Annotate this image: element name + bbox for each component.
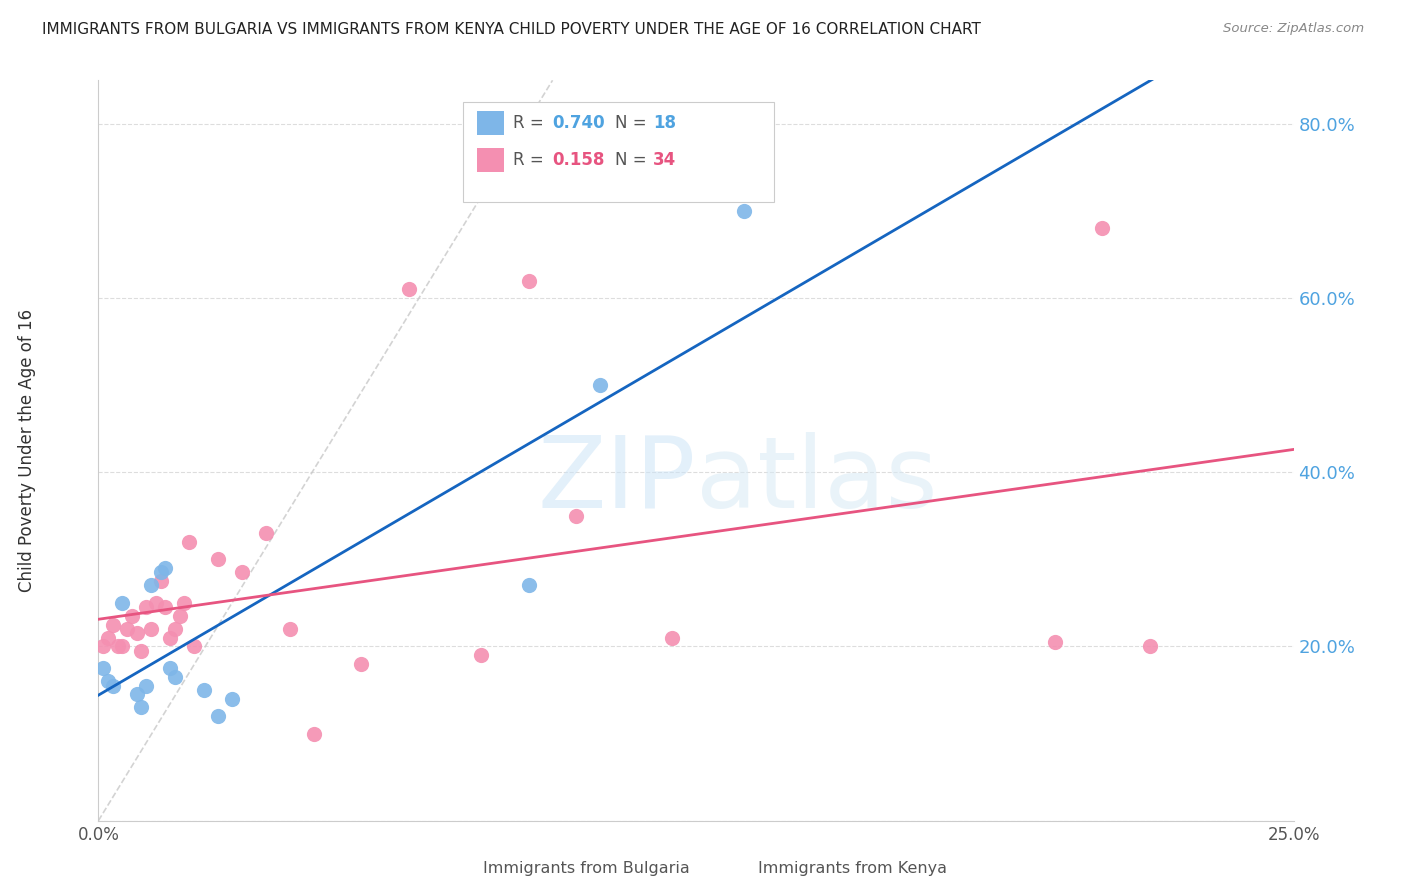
Point xyxy=(398,282,420,296)
Point xyxy=(107,640,129,654)
Text: IMMIGRANTS FROM BULGARIA VS IMMIGRANTS FROM KENYA CHILD POVERTY UNDER THE AGE OF: IMMIGRANTS FROM BULGARIA VS IMMIGRANTS F… xyxy=(42,22,981,37)
Point xyxy=(159,661,181,675)
Point xyxy=(278,622,301,636)
Point xyxy=(149,566,172,580)
Point xyxy=(155,600,177,615)
Point xyxy=(159,631,181,645)
Point xyxy=(517,274,540,288)
Point xyxy=(155,561,177,575)
Point xyxy=(131,644,153,658)
Point xyxy=(1139,640,1161,654)
Text: 34: 34 xyxy=(652,152,676,169)
Point xyxy=(131,700,153,714)
Point xyxy=(121,609,143,624)
Point xyxy=(163,670,186,684)
Text: Immigrants from Bulgaria: Immigrants from Bulgaria xyxy=(484,862,690,876)
Point xyxy=(125,626,148,640)
Point xyxy=(139,578,162,592)
Point xyxy=(1043,635,1066,649)
Point xyxy=(97,674,120,689)
Point xyxy=(733,203,755,218)
Point xyxy=(97,631,120,645)
FancyBboxPatch shape xyxy=(725,859,752,880)
Point xyxy=(179,535,201,549)
Point xyxy=(254,526,277,541)
Point xyxy=(517,578,540,592)
Y-axis label: Child Poverty Under the Age of 16: Child Poverty Under the Age of 16 xyxy=(18,309,37,592)
Point xyxy=(661,631,683,645)
Point xyxy=(125,687,148,701)
Text: ZIP: ZIP xyxy=(537,432,696,529)
Point xyxy=(91,661,114,675)
Point xyxy=(589,378,612,392)
Text: N =: N = xyxy=(614,152,651,169)
Text: 0.740: 0.740 xyxy=(553,114,605,132)
Point xyxy=(302,726,325,740)
FancyBboxPatch shape xyxy=(451,859,477,880)
Point xyxy=(221,691,243,706)
Point xyxy=(139,622,162,636)
Text: Immigrants from Kenya: Immigrants from Kenya xyxy=(758,862,948,876)
Point xyxy=(163,622,186,636)
FancyBboxPatch shape xyxy=(477,112,503,135)
Point xyxy=(101,617,124,632)
Point xyxy=(193,683,215,698)
Point xyxy=(145,596,167,610)
Point xyxy=(231,566,253,580)
Point xyxy=(111,596,134,610)
Point xyxy=(135,679,157,693)
Point xyxy=(183,640,205,654)
Point xyxy=(565,508,588,523)
Point xyxy=(470,648,492,662)
Text: 0.158: 0.158 xyxy=(553,152,605,169)
Point xyxy=(111,640,134,654)
Point xyxy=(101,679,124,693)
Point xyxy=(207,552,229,566)
Point xyxy=(115,622,138,636)
Point xyxy=(91,640,114,654)
Text: R =: R = xyxy=(513,114,550,132)
Point xyxy=(149,574,172,588)
Text: N =: N = xyxy=(614,114,651,132)
Text: Source: ZipAtlas.com: Source: ZipAtlas.com xyxy=(1223,22,1364,36)
Point xyxy=(207,709,229,723)
Text: 18: 18 xyxy=(652,114,676,132)
Point xyxy=(350,657,373,671)
FancyBboxPatch shape xyxy=(463,103,773,202)
Point xyxy=(169,609,191,624)
Text: R =: R = xyxy=(513,152,550,169)
Point xyxy=(173,596,195,610)
FancyBboxPatch shape xyxy=(477,148,503,172)
Text: atlas: atlas xyxy=(696,432,938,529)
Point xyxy=(135,600,157,615)
Point xyxy=(1091,221,1114,235)
